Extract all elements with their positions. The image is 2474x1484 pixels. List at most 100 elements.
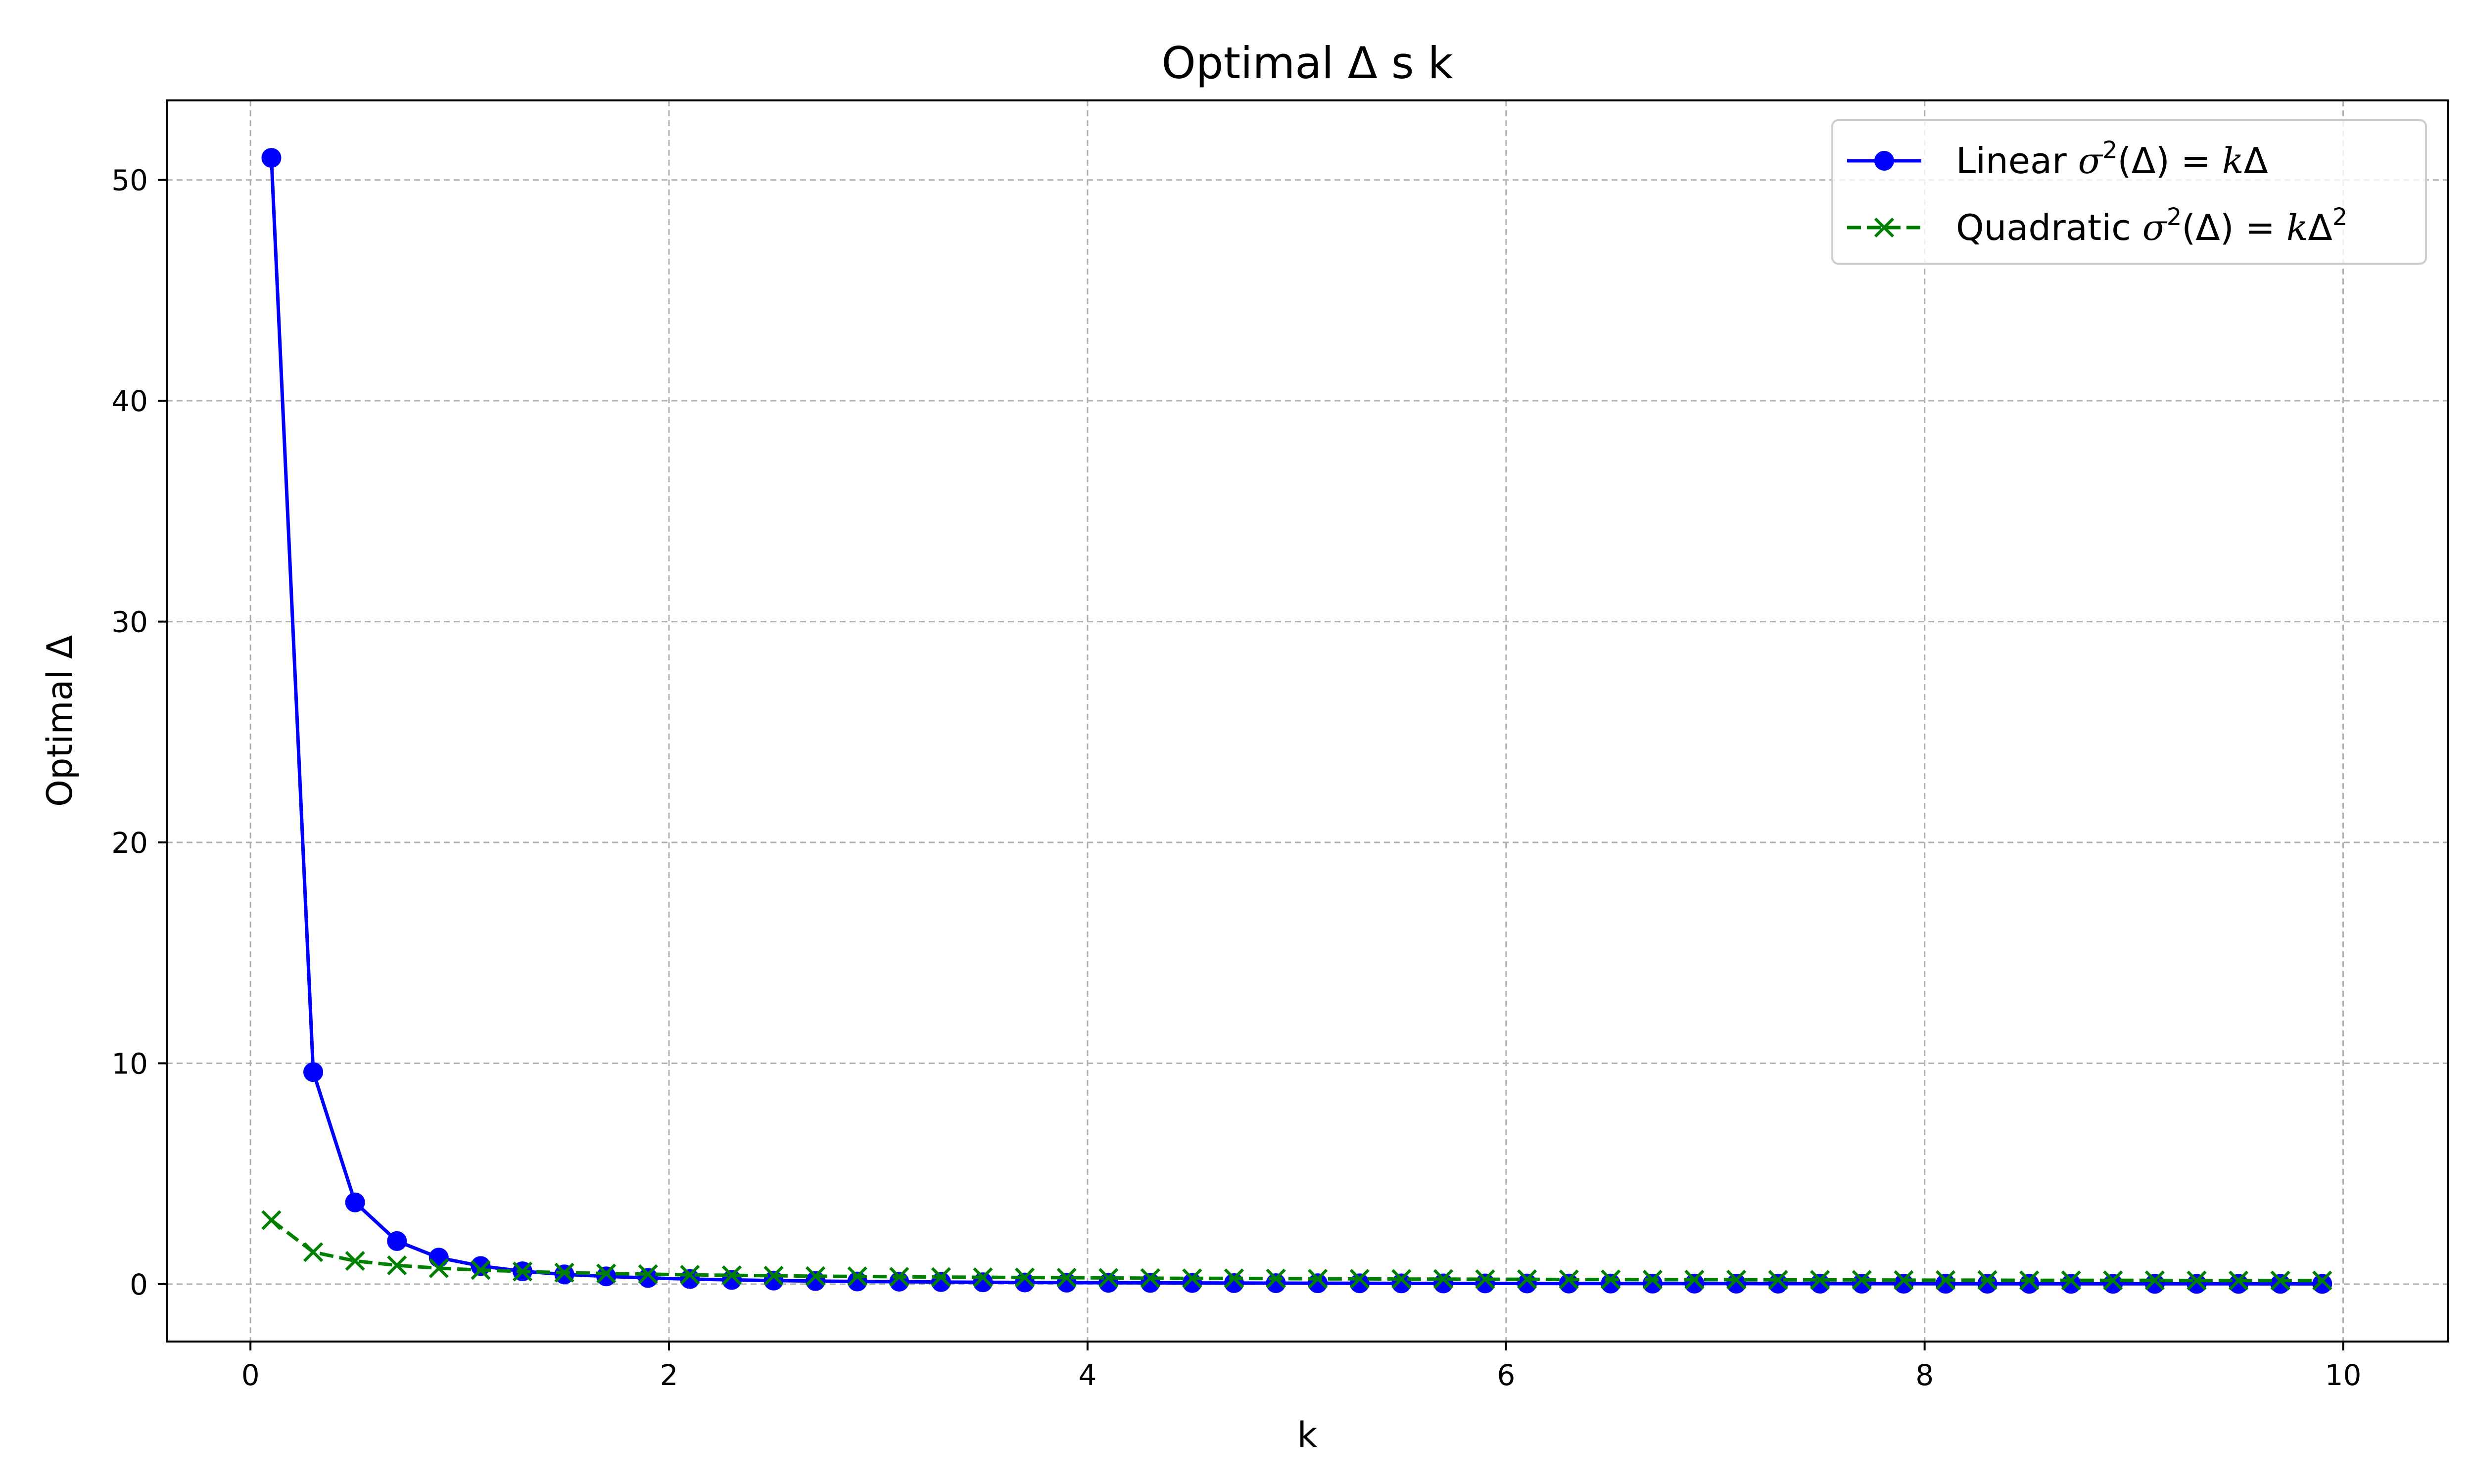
data-point — [1977, 1274, 1998, 1294]
data-point — [1559, 1269, 1579, 1290]
data-point — [303, 1242, 324, 1262]
x-tick-label: 0 — [241, 1358, 260, 1392]
y-tick-label: 30 — [111, 605, 148, 639]
data-point — [973, 1267, 993, 1288]
data-point — [1852, 1270, 1872, 1290]
series-linear — [261, 148, 2332, 1294]
data-point — [2019, 1270, 2040, 1291]
data-point — [1517, 1269, 1537, 1290]
legend-box — [1831, 119, 2427, 265]
data-point — [1601, 1269, 1621, 1290]
data-point — [1475, 1269, 1495, 1290]
data-point — [1433, 1273, 1453, 1294]
data-point — [2312, 1274, 2332, 1294]
data-point — [1601, 1273, 1621, 1294]
data-point — [1935, 1270, 1956, 1291]
data-point — [1517, 1273, 1537, 1294]
series-line — [270, 1218, 2323, 1283]
chart-title: Optimal Δ s k — [1161, 38, 1453, 89]
data-point — [1266, 1268, 1286, 1289]
data-point — [638, 1268, 658, 1288]
data-point — [428, 1248, 449, 1268]
data-point — [1433, 1269, 1454, 1289]
data-point — [1977, 1270, 1998, 1291]
data-point — [2144, 1274, 2165, 1294]
data-point — [2187, 1274, 2207, 1294]
data-point — [889, 1267, 909, 1287]
data-point — [2019, 1274, 2040, 1294]
plot-area-frame — [166, 99, 2449, 1343]
data-point — [805, 1266, 826, 1286]
data-point — [1852, 1274, 1872, 1294]
data-point — [387, 1255, 407, 1276]
data-point — [554, 1262, 574, 1283]
legend-marker — [1874, 217, 1895, 238]
data-point — [1768, 1270, 1788, 1290]
data-point — [1726, 1269, 1747, 1290]
data-point — [1098, 1268, 1119, 1288]
x-tick-label: 2 — [660, 1358, 678, 1392]
x-tick-label: 4 — [1078, 1358, 1096, 1392]
legend: Linear σ2(Δ) = kΔ Quadratic σ2(Δ) = kΔ2 — [1831, 119, 2427, 265]
data-point — [2312, 1270, 2332, 1291]
data-point — [1642, 1269, 1663, 1290]
data-point — [1224, 1268, 1244, 1289]
legend-label: Linear σ2(Δ) = kΔ — [1956, 137, 2268, 182]
data-point — [2061, 1274, 2081, 1294]
data-point — [1056, 1267, 1077, 1288]
data-point — [2103, 1274, 2123, 1294]
data-point — [2229, 1274, 2249, 1294]
data-point — [2061, 1270, 2081, 1291]
data-point — [1475, 1273, 1495, 1294]
data-point — [1391, 1273, 1412, 1294]
data-point — [847, 1266, 867, 1287]
y-tick-label: 40 — [111, 384, 148, 418]
legend-entry-quadratic: Quadratic σ2(Δ) = kΔ2 — [1847, 203, 2347, 248]
data-point — [1182, 1268, 1202, 1289]
y-tick-label: 0 — [130, 1268, 148, 1301]
data-point — [471, 1256, 491, 1276]
data-point — [931, 1267, 951, 1287]
y-tick-label: 10 — [111, 1047, 148, 1080]
data-point — [512, 1261, 533, 1282]
data-point — [638, 1264, 658, 1284]
data-point — [721, 1265, 742, 1286]
data-point — [1308, 1273, 1328, 1294]
data-point — [1894, 1274, 1914, 1294]
y-tick-label: 20 — [111, 826, 148, 860]
x-tick-label: 10 — [2325, 1358, 2362, 1392]
data-point — [471, 1260, 491, 1280]
data-point — [1014, 1267, 1035, 1288]
data-point — [1308, 1269, 1328, 1289]
series-quadratic — [261, 1210, 2332, 1291]
data-point — [596, 1263, 617, 1284]
data-point — [345, 1251, 365, 1271]
data-point — [261, 1210, 282, 1230]
legend-entry-linear: Linear σ2(Δ) = kΔ — [1847, 137, 2268, 182]
y-tick-label: 50 — [111, 164, 148, 197]
data-point — [303, 1062, 324, 1082]
series-layer — [261, 148, 2332, 1294]
x-tick-label: 8 — [1915, 1358, 1934, 1392]
data-point — [1684, 1269, 1705, 1290]
data-point — [387, 1231, 407, 1251]
data-point — [1349, 1269, 1370, 1289]
data-point — [345, 1192, 365, 1212]
data-point — [680, 1265, 700, 1285]
data-point — [261, 148, 282, 168]
data-point — [2270, 1270, 2290, 1291]
legend-marker — [1874, 151, 1894, 171]
data-point — [1935, 1274, 1955, 1294]
data-point — [1642, 1273, 1663, 1294]
data-point — [1391, 1269, 1412, 1289]
x-axis-label: k — [1297, 1415, 1318, 1455]
data-point — [1810, 1270, 1830, 1290]
x-tick-label: 6 — [1497, 1358, 1515, 1392]
data-point — [596, 1266, 617, 1287]
data-point — [1768, 1273, 1788, 1294]
axis-ticks: 0 2 4 6 8 10 0 10 20 30 40 50 — [111, 164, 2361, 1392]
data-point — [1684, 1273, 1705, 1294]
legend-label: Quadratic σ2(Δ) = kΔ2 — [1956, 203, 2347, 248]
